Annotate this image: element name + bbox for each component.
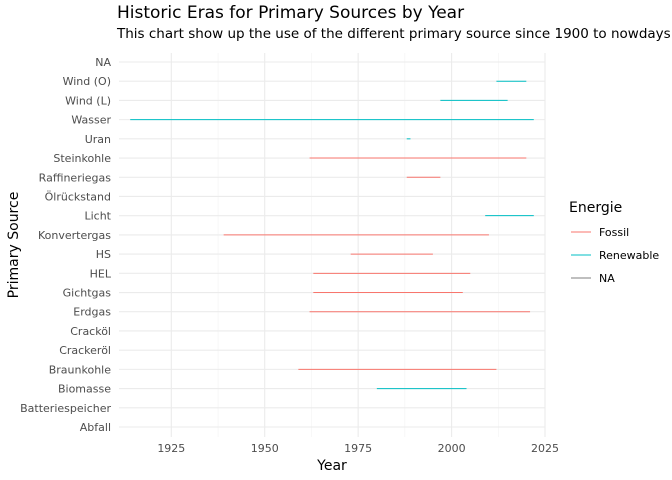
y-tick-label: Ölrückstand	[45, 190, 111, 203]
legend-label: Renewable	[599, 249, 659, 262]
y-tick-label: Konvertergas	[38, 229, 111, 242]
y-tick-label: HS	[96, 248, 111, 261]
y-tick-label: Wind (L)	[65, 94, 111, 107]
chart-title: Historic Eras for Primary Sources by Yea…	[117, 3, 465, 23]
x-tick-label: 1975	[344, 442, 372, 455]
y-tick-label: HEL	[90, 267, 112, 280]
y-tick-label: Crackeröl	[59, 344, 111, 357]
x-axis-ticks: 1925 1950 1975 2000 2025	[157, 442, 559, 455]
y-axis-title: Primary Source	[6, 192, 22, 299]
y-tick-label: Biomasse	[58, 383, 111, 396]
legend: Energie Fossil Renewable NA	[569, 200, 659, 285]
y-tick-label: Uran	[85, 133, 111, 146]
legend-label: Fossil	[599, 226, 629, 239]
x-tick-label: 1925	[157, 442, 185, 455]
legend-title: Energie	[569, 200, 622, 216]
y-tick-label: Erdgas	[73, 306, 111, 319]
y-tick-label: Raffineriegas	[39, 171, 112, 184]
y-tick-label: Wasser	[71, 114, 111, 127]
y-tick-label: Batteriespeicher	[20, 402, 111, 415]
y-tick-label: Abfall	[80, 421, 111, 434]
y-tick-label: Wind (O)	[63, 75, 111, 88]
y-tick-label: Gichtgas	[63, 287, 112, 300]
grid	[119, 53, 546, 437]
x-tick-label: 2025	[531, 442, 559, 455]
plot-panel	[119, 53, 545, 437]
y-tick-label: NA	[95, 56, 111, 69]
x-tick-label: 1950	[251, 442, 279, 455]
y-tick-label: Braunkohle	[49, 363, 111, 376]
chart-subtitle: This chart show up the use of the differ…	[117, 26, 671, 42]
y-tick-label: Licht	[84, 210, 111, 223]
y-axis-ticks: Abfall Batteriespeicher Biomasse Braunkohle…	[20, 56, 112, 434]
y-tick-label: Cracköl	[70, 325, 111, 338]
x-tick-label: 2000	[438, 442, 466, 455]
y-tick-label: Steinkohle	[53, 152, 111, 165]
data-segments	[130, 80, 534, 390]
x-axis-title: Year	[316, 458, 347, 474]
legend-label: NA	[599, 272, 615, 285]
